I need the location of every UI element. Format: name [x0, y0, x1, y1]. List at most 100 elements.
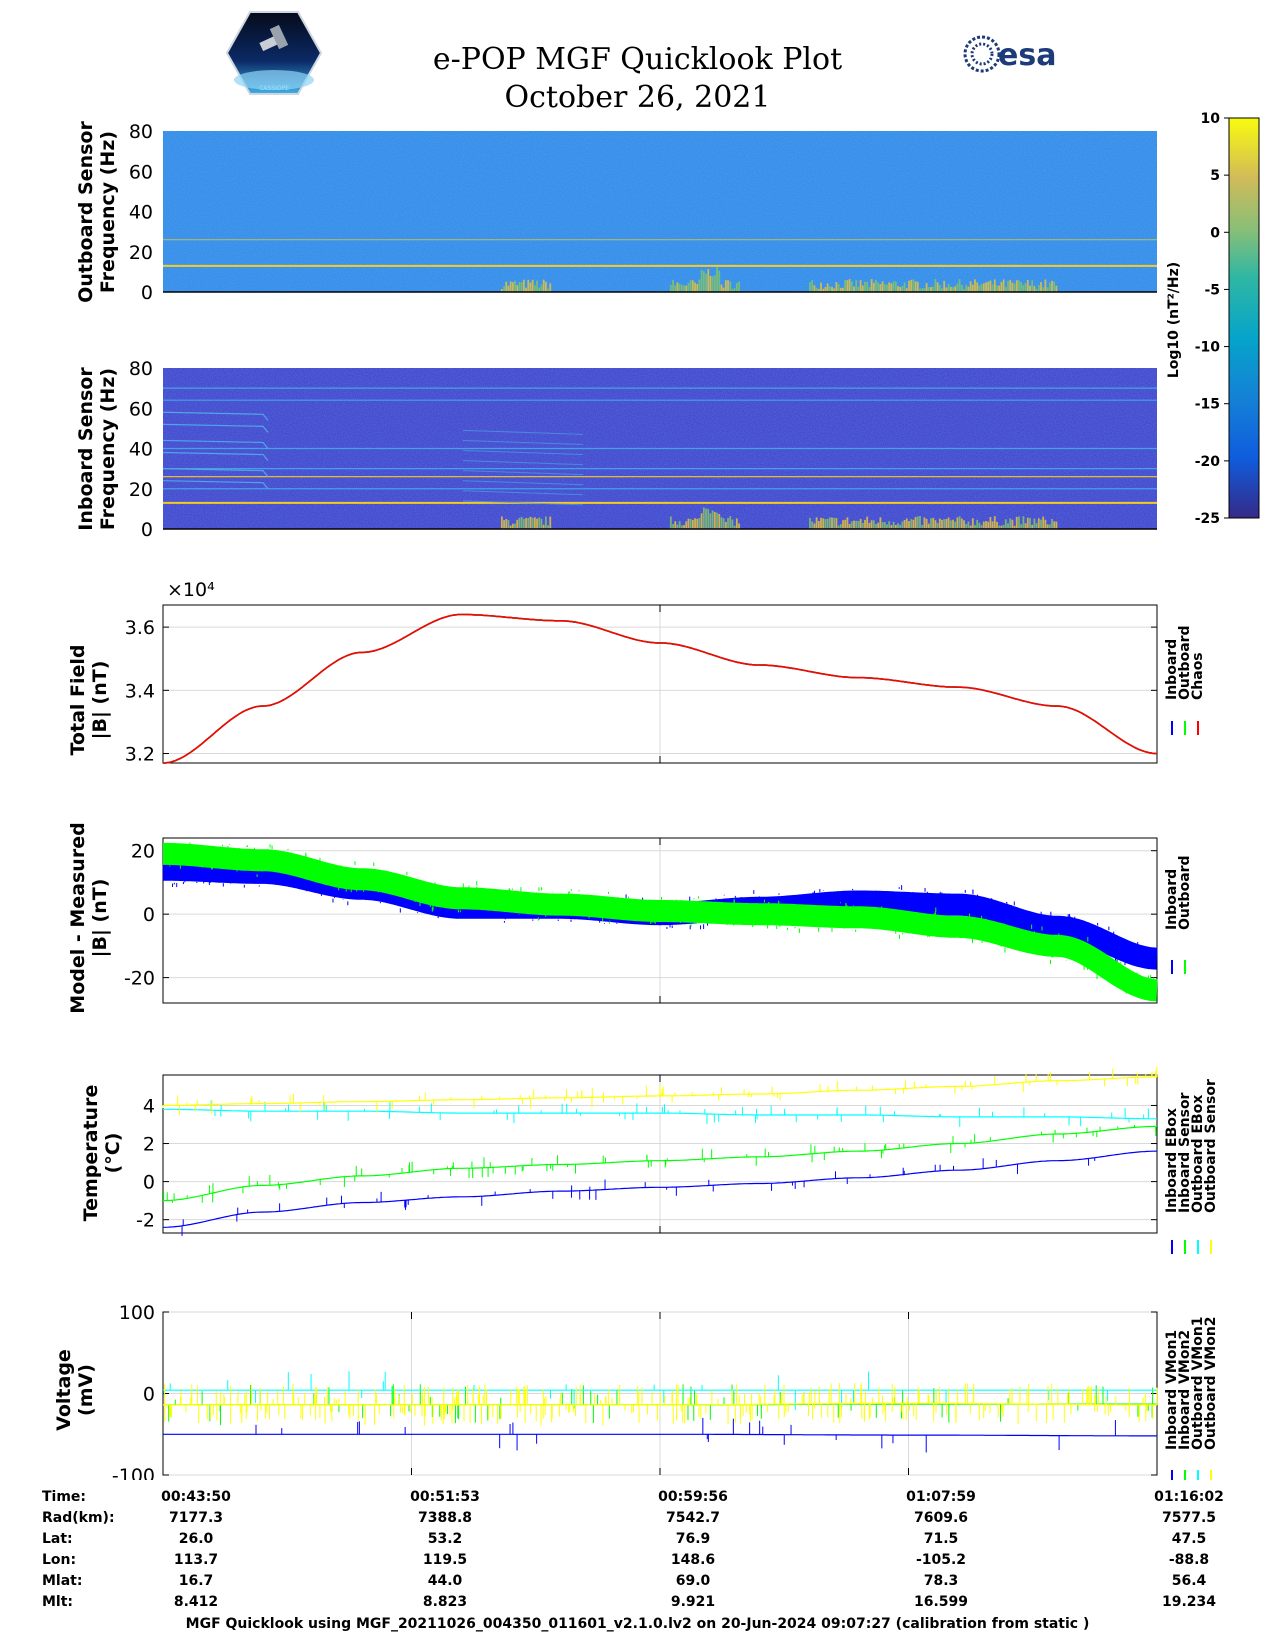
inboard-spectrogram-tone	[462, 450, 584, 456]
outboard-spectrogram-activity	[711, 276, 714, 292]
outboard-spectrogram-activity	[738, 281, 740, 292]
outboard-spectrogram-activity	[1040, 282, 1042, 292]
outboard-spectrogram-activity	[985, 282, 987, 292]
outboard-spectrogram-activity	[868, 287, 871, 292]
colorbar-tick-label: 10	[1201, 111, 1221, 127]
outboard-spectrogram-activity	[905, 288, 908, 292]
inboard-spectrogram-activity	[1046, 524, 1049, 529]
inboard-spectrogram-activity	[985, 520, 987, 529]
info-table-cell: 01:16:02	[1154, 1489, 1224, 1505]
voltage-ylabel-line2: (mV)	[75, 1364, 97, 1416]
inboard-spectrogram-tone	[462, 490, 584, 496]
inboard-spectrogram-tone	[462, 439, 584, 445]
inboard-spectrogram-activity	[536, 518, 538, 529]
outboard-spectrogram-activity	[687, 282, 690, 292]
inboard-spectrogram-activity	[674, 521, 677, 529]
outboard-spectrogram-activity	[672, 279, 674, 292]
outboard-spectrogram-activity	[536, 280, 538, 292]
inboard-spectrogram-activity	[1040, 519, 1042, 529]
outboard-spectrogram-activity	[971, 284, 974, 292]
info-table-cell: 7577.5	[1161, 1510, 1217, 1526]
outboard-spectrogram-activity	[960, 284, 963, 292]
inboard-spectrogram-activity	[941, 519, 943, 529]
total-field-ytick-label: 3.6	[125, 617, 155, 639]
inboard-spectrogram-activity	[923, 517, 926, 529]
info-table-cell: 53.2	[427, 1531, 463, 1547]
inboard-spectrogram-activity	[720, 517, 723, 529]
inboard-spectrogram-activity	[689, 518, 692, 529]
inboard-spectrogram-activity	[705, 508, 707, 529]
model-minus-measured-ytick-label: -20	[124, 968, 155, 990]
info-table-cell: -88.8	[1168, 1552, 1210, 1568]
inboard-spectrogram-activity	[969, 525, 972, 529]
info-table-cell: 7177.3	[168, 1510, 224, 1526]
outboard-spectrogram-activity	[883, 284, 886, 292]
outboard-spectrogram-activity	[861, 285, 864, 292]
outboard-spectrogram-activity	[936, 282, 939, 292]
inboard-spectrogram-activity	[683, 525, 685, 529]
outboard-spectrogram-activity	[1037, 285, 1040, 292]
info-table-row: Mlat: 16.7 44.0 69.0 78.3 56.4	[0, 1573, 1275, 1594]
outboard-spectrogram-activity	[993, 279, 996, 292]
inboard-spectrogram-activity	[833, 517, 836, 529]
info-table-row-label: Lon:	[42, 1552, 77, 1568]
outboard-spectrogram-activity	[916, 281, 919, 292]
outboard-spectrogram-activity	[886, 284, 888, 292]
outboard-spectrogram-activity	[1031, 280, 1034, 292]
outboard-spectrogram-activity	[709, 275, 712, 292]
outboard-spectrogram-activity	[989, 280, 992, 292]
outboard-spectrogram-activity	[527, 279, 530, 292]
inboard-spectrogram-ytick: 80	[129, 358, 153, 380]
inboard-spectrogram-activity	[905, 518, 908, 529]
inboard-spectrogram-activity	[696, 518, 699, 529]
outboard-spectrogram: 0 20 40 60 80 Outboard Sensor Frequency (Hz)	[75, 121, 1157, 304]
inboard-spectrogram-tone	[462, 429, 584, 435]
outboard-spectrogram-activity	[716, 267, 718, 292]
inboard-spectrogram-activity	[1022, 516, 1025, 529]
info-table-row: Rad(km): 7177.3 7388.8 7542.7 7609.6 7577.5	[0, 1510, 1275, 1531]
outboard-spectrogram-activity	[1024, 283, 1027, 292]
inboard-spectrogram-activity	[842, 520, 844, 529]
inboard-spectrogram-activity	[731, 519, 734, 529]
outboard-spectrogram-activity	[694, 282, 696, 292]
inboard-spectrogram-activity	[711, 510, 714, 529]
inboard-spectrogram-activity	[738, 523, 740, 529]
inboard-spectrogram-activity	[542, 524, 545, 529]
inboard-spectrogram-activity	[1024, 523, 1027, 529]
outboard-spectrogram-activity	[678, 283, 681, 292]
inboard-spectrogram-activity	[864, 519, 866, 529]
outboard-spectrogram-activity	[870, 279, 873, 292]
inboard-spectrogram-tone	[462, 480, 584, 486]
outboard-spectrogram-activity	[1007, 281, 1009, 292]
outboard-spectrogram-activity	[1004, 286, 1007, 292]
total-field-exponent: ×10⁴	[167, 579, 215, 601]
inboard-spectrogram-activity	[685, 521, 688, 529]
info-table-cell: 69.0	[675, 1573, 711, 1589]
outboard-spectrogram-activity	[925, 282, 928, 292]
inboard-spectrogram-activity	[538, 517, 541, 529]
outboard-spectrogram-activity	[669, 284, 672, 292]
outboard-spectrogram-activity	[533, 285, 536, 292]
info-table-cell: 47.5	[1171, 1531, 1207, 1547]
outboard-spectrogram-activity	[1033, 285, 1036, 292]
outboard-spectrogram-activity	[500, 288, 503, 292]
outboard-spectrogram-ylabel-line2: Frequency (Hz)	[97, 131, 119, 293]
outboard-spectrogram-activity	[1042, 287, 1045, 292]
outboard-spectrogram-activity	[857, 286, 860, 292]
outboard-spectrogram-activity	[813, 285, 816, 292]
inboard-spectrogram-activity	[680, 525, 683, 529]
outboard-spectrogram-activity	[835, 281, 838, 292]
inboard-spectrogram-tone	[462, 470, 584, 476]
outboard-spectrogram-activity	[1048, 282, 1051, 292]
info-table-cell: 00:59:56	[658, 1489, 728, 1505]
outboard-spectrogram-activity	[691, 280, 694, 292]
inboard-spectrogram-activity	[996, 521, 998, 529]
inboard-spectrogram-activity	[1048, 524, 1051, 529]
inboard-spectrogram-activity	[844, 519, 847, 529]
inboard-spectrogram-activity	[826, 518, 829, 529]
outboard-spectrogram-activity	[963, 288, 965, 292]
outboard-spectrogram-activity	[525, 287, 527, 292]
outboard-spectrogram-activity	[912, 279, 915, 292]
outboard-spectrogram-activity	[516, 285, 519, 292]
